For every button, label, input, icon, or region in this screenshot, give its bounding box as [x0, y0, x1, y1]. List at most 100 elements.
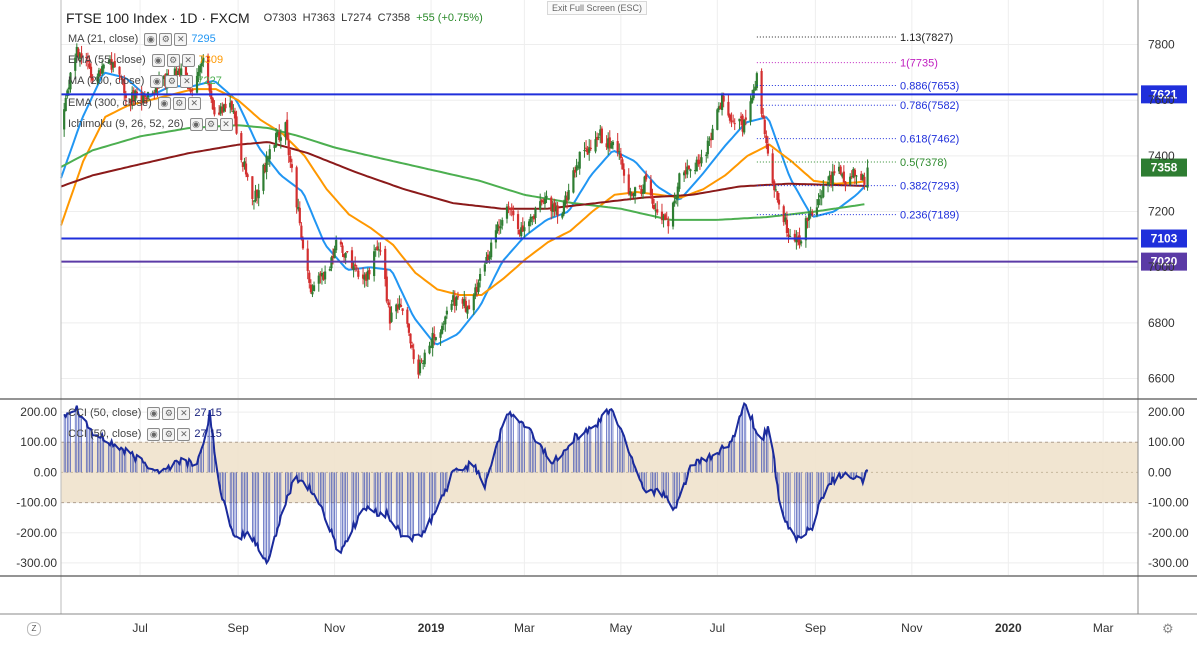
- candle-body: [708, 138, 711, 140]
- candle-body: [308, 272, 311, 283]
- candle-body: [743, 119, 746, 133]
- indicator-value: 7227: [197, 75, 222, 87]
- candle-body: [77, 48, 80, 57]
- indicator-legend-ma200[interactable]: MA (200, close) ◉ ⚙ ✕ 7227: [68, 73, 222, 89]
- candle-body: [233, 111, 237, 119]
- candle-body: [434, 337, 437, 340]
- candle-body: [760, 70, 763, 114]
- candle-body: [222, 104, 225, 112]
- price-tick-label: 7800: [1148, 38, 1175, 52]
- price-tick-label: 7000: [1148, 260, 1175, 274]
- candle-body: [257, 190, 260, 199]
- candle-body: [118, 66, 121, 75]
- indicator-legend-ema55[interactable]: EMA (55, close) ◉ ⚙ ✕ 7309: [68, 52, 223, 68]
- candle-body: [306, 248, 309, 271]
- candle-body: [200, 62, 203, 67]
- candle-body: [496, 224, 499, 232]
- candle-body: [140, 92, 143, 103]
- indicator-buttons[interactable]: ◉ ⚙ ✕: [144, 32, 188, 46]
- candle-body: [176, 70, 180, 76]
- candle-body: [352, 266, 355, 271]
- candle-body: [578, 151, 581, 169]
- cci-tick-label-right: 0.00: [1148, 465, 1172, 479]
- candle-body: [483, 264, 486, 272]
- candle-body: [74, 57, 77, 71]
- candle-body: [741, 115, 744, 132]
- cci-tick-label-right: -100.00: [1148, 496, 1189, 510]
- candle-body: [450, 303, 453, 310]
- indicator-legend-ichimoku[interactable]: Ichimoku (9, 26, 52, 26) ◉ ⚙ ✕: [68, 116, 237, 132]
- indicator-buttons[interactable]: ◉ ⚙ ✕: [150, 74, 194, 88]
- candle-body: [341, 245, 344, 253]
- cci-legend-1[interactable]: CCI (50, close) ◉ ⚙ ✕ 27.15: [68, 405, 222, 421]
- gear-icon: ⚙: [172, 96, 186, 110]
- candle-body: [664, 214, 667, 221]
- time-tick-label: Nov: [901, 621, 922, 635]
- cci-tick-label-left: -300.00: [16, 556, 57, 570]
- time-tick-label: May: [610, 621, 633, 635]
- candle-body: [390, 312, 393, 322]
- candle-body: [276, 131, 279, 136]
- candle-body: [428, 345, 431, 354]
- price-tick-label: 6600: [1148, 372, 1175, 386]
- candle-body: [67, 87, 71, 90]
- exit-fullscreen-button[interactable]: Exit Full Screen (ESC): [547, 1, 648, 15]
- candle-body: [417, 359, 420, 375]
- candle-body: [488, 256, 491, 260]
- candle-body: [539, 201, 542, 210]
- candle-body: [622, 169, 626, 176]
- candle-body: [254, 190, 257, 202]
- symbol-title[interactable]: FTSE 100 Index · 1D · FXCM: [66, 10, 250, 26]
- ohlc-high: H7363: [302, 12, 336, 24]
- indicator-buttons[interactable]: ◉ ⚙ ✕: [147, 406, 191, 420]
- candle-body: [445, 310, 448, 315]
- candle-body: [295, 167, 298, 208]
- candle-body: [129, 98, 132, 103]
- candle-body: [850, 176, 853, 178]
- candle-body: [577, 166, 580, 168]
- level-label-7621: 7621: [1151, 87, 1178, 101]
- candle-body: [229, 102, 232, 108]
- indicator-legend-ema300[interactable]: EMA (300, close) ◉ ⚙ ✕: [68, 95, 205, 111]
- candle-body: [516, 214, 520, 229]
- candle-body: [586, 148, 589, 155]
- cci-legend-2[interactable]: CCI (50, close) ◉ ⚙ ✕ 27.15: [68, 426, 222, 442]
- candle-body: [573, 169, 577, 173]
- indicator-buttons[interactable]: ◉ ⚙ ✕: [157, 96, 201, 110]
- candle-body: [199, 65, 202, 73]
- indicator-buttons[interactable]: ◉ ⚙ ✕: [189, 117, 233, 131]
- candle-body: [490, 242, 493, 258]
- candle-body: [246, 174, 249, 178]
- candle-body: [706, 140, 709, 155]
- candle-body: [339, 241, 343, 245]
- settings-gear-icon[interactable]: ⚙: [1162, 621, 1174, 636]
- indicator-buttons[interactable]: ◉ ⚙ ✕: [147, 427, 191, 441]
- ma-line-ma-21-close-: [60, 71, 866, 346]
- candle-body: [235, 116, 238, 134]
- candle-body: [396, 305, 399, 310]
- candle-body: [700, 157, 703, 164]
- candle-body: [439, 332, 442, 338]
- indicator-legend-ma21[interactable]: MA (21, close) ◉ ⚙ ✕ 7295: [68, 31, 216, 47]
- candle-body: [730, 120, 733, 122]
- close-icon: ✕: [187, 96, 201, 110]
- eye-icon: ◉: [147, 406, 161, 420]
- candle-body: [855, 175, 858, 177]
- change-value: +55 (+0.75%): [416, 12, 483, 24]
- candle-body: [774, 189, 777, 191]
- candle-body: [409, 333, 412, 344]
- indicator-buttons[interactable]: ◉ ⚙ ✕: [151, 53, 195, 67]
- gear-icon: ⚙: [159, 32, 173, 46]
- candle-body: [860, 173, 863, 181]
- candle-body: [800, 241, 803, 244]
- candle-body: [354, 264, 357, 267]
- candle-body: [268, 149, 271, 160]
- candle-body: [698, 161, 702, 163]
- candle-body: [475, 286, 479, 293]
- timezone-button[interactable]: Z: [27, 622, 41, 636]
- candle-body: [232, 110, 235, 113]
- candle-body: [385, 276, 388, 302]
- cci-band: [61, 442, 1138, 503]
- gear-icon: ⚙: [162, 406, 176, 420]
- candle-body: [162, 76, 165, 80]
